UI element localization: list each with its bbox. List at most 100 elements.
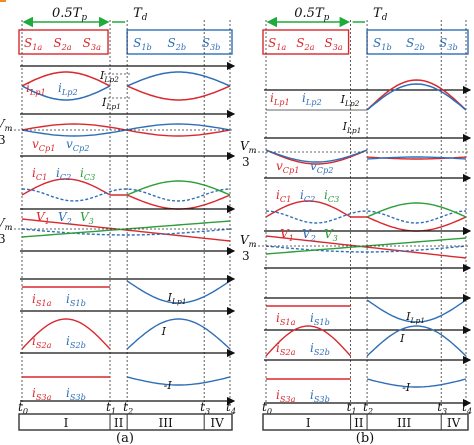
is2-ann: I (161, 325, 167, 338)
vm-denominator: 3 (242, 155, 250, 169)
interval-row (262, 413, 469, 431)
half-period-label: 0.5Tp (52, 6, 87, 23)
time-label-4: t4 (462, 400, 472, 416)
switch-label-3b: S3b (202, 36, 221, 52)
ilp2-wave-b (126, 71, 231, 87)
interval-I: I (306, 416, 311, 430)
interval-II: II (354, 416, 364, 430)
vcp-label-Cp1: vCp1 (276, 159, 299, 175)
vcp1-wave (265, 149, 368, 165)
ilp-label-Lp1: iLp1 (26, 81, 46, 97)
interval-II: II (114, 416, 124, 430)
ic2-wave (265, 210, 467, 224)
is3-label-S3b: iS3b (310, 388, 330, 404)
v1-wave (265, 235, 467, 259)
is1-label-S1a: iS1a (276, 311, 296, 327)
ic3-wave (366, 202, 467, 218)
interval-IV: IV (210, 416, 224, 430)
v-label-3: V3 (324, 227, 338, 243)
is2a-wave (21, 318, 111, 350)
switch-label-2b: S2b (406, 36, 425, 52)
v1-wave (21, 218, 231, 242)
is2-label-S2a: iS2a (276, 341, 296, 357)
ic1-wave (21, 178, 111, 196)
ilp2-level-label: ILp2 (340, 93, 360, 108)
is2b-wave (366, 325, 467, 357)
switch-label-3a: S3a (83, 36, 101, 52)
vm-denominator: 3 (0, 133, 6, 147)
ic-label-C2: iC2 (300, 188, 315, 204)
time-label-1: t1 (347, 400, 357, 416)
is2a-wave (265, 325, 352, 357)
interval-I: I (64, 416, 69, 430)
ic3-wave (126, 180, 231, 196)
half-period-label: 0.5Tp (294, 6, 329, 23)
panel-a: 0.5Tp Td S1a S2a S3a S1b S2b S3b iLp1 iLp2 ILp2 ILp… (0, 6, 236, 445)
interval-III: III (159, 416, 173, 430)
is2-label-S2b: iS2b (310, 341, 330, 357)
is1-label-S1a: iS1a (32, 292, 52, 308)
switch-label-2a: S2a (53, 36, 71, 52)
vcp-label-Cp2: vCp2 (310, 159, 333, 175)
is1b-wave (366, 299, 467, 323)
ic1-wave-b (366, 216, 467, 232)
ilp1-level-label: ILp1 (342, 120, 362, 135)
vm-denominator-v: 3 (242, 249, 250, 263)
ilp2-wave (366, 83, 467, 111)
vcp-label-Cp1: vCp1 (32, 137, 55, 153)
deadtime-label: Td (133, 6, 148, 23)
is3b-wave (126, 376, 231, 386)
switch-box-a (18, 29, 109, 55)
switch-label-3a: S3a (324, 36, 342, 52)
panel-b: 0.5Tp Td S1a S2a S3a S1b S2b S3b iLp1 iLp2 ILp2 ILp… (240, 6, 472, 445)
switch-label-2b: S2b (167, 36, 186, 52)
is3-label-S3a: iS3a (276, 388, 296, 404)
panel-caption: (b) (356, 431, 374, 445)
is2-label-S2b: iS2b (66, 334, 86, 350)
time-label-0: t0 (18, 400, 28, 416)
ilp-label-Lp2: iLp2 (58, 81, 78, 97)
time-label-2: t2 (123, 400, 133, 416)
ic1-wave-b (126, 194, 231, 210)
ilp1-level-label: ILp1 (101, 96, 121, 111)
time-label-3: t3 (200, 400, 210, 416)
is1-ann: ILp1 (167, 291, 187, 306)
vm-label: Vm (240, 139, 257, 155)
vm-denominator-v: 3 (0, 232, 6, 246)
switch-label-1a: S1a (268, 36, 286, 52)
is1-label-S1b: iS1b (66, 292, 86, 308)
is1-label-S1b: iS1b (310, 311, 330, 327)
ilp1-wave-b (126, 85, 231, 101)
is3b-wave (366, 378, 467, 388)
ilp-label-Lp2: iLp2 (302, 91, 322, 107)
time-label-2: t2 (363, 400, 373, 416)
ic-label-C3: iC3 (80, 166, 95, 182)
interval-III: III (397, 416, 411, 430)
is3-ann: -I (164, 379, 173, 392)
ilp2-wave (21, 85, 111, 101)
switch-label-1a: S1a (24, 36, 42, 52)
is3-label-S3a: iS3a (32, 386, 52, 402)
switch-label-3b: S3b (439, 36, 458, 52)
is2-label-S2a: iS2a (32, 334, 52, 350)
ic2-wave (21, 188, 231, 202)
vm-label-v: Vm (0, 216, 13, 232)
ilp-label-Lp1: iLp1 (270, 91, 290, 107)
ic-label-C1: iC1 (276, 188, 291, 204)
vcp2-wave (265, 149, 368, 163)
vcp-label-Cp2: vCp2 (66, 137, 89, 153)
is2-ann: I (399, 332, 405, 345)
is3-label-S3b: iS3b (66, 386, 86, 402)
interval-row (18, 413, 233, 431)
time-label-4: t4 (226, 400, 236, 416)
time-label-1: t1 (106, 400, 116, 416)
vm-label: Vm (0, 117, 13, 133)
ic-label-C1: iC1 (32, 166, 47, 182)
is1b-wave (126, 280, 231, 304)
ic-label-C2: iC2 (56, 166, 71, 182)
is2b-wave (126, 318, 231, 350)
time-label-0: t0 (262, 400, 272, 416)
v-label-2: V2 (58, 210, 72, 226)
time-label-3: t3 (437, 400, 447, 416)
